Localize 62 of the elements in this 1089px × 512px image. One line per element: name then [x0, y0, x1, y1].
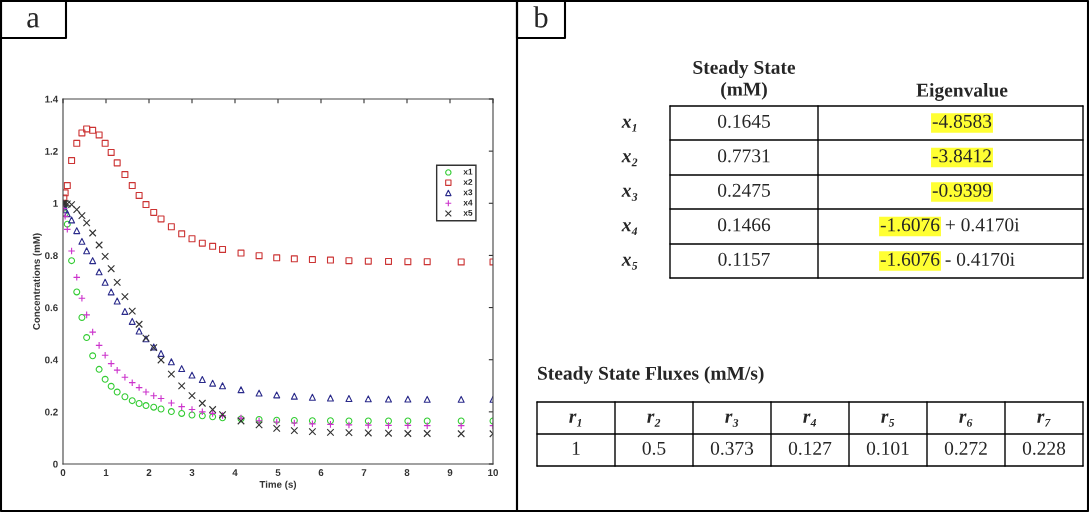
x-tick-label: 9 [447, 469, 453, 476]
y-tick-label: 0 [53, 460, 58, 468]
text: x₂ [621, 153, 638, 167]
text: 0.272 [944, 441, 987, 455]
x-tick-label: 6 [318, 469, 324, 476]
x-tick-label: 7 [361, 469, 367, 476]
x-axis-title: Time (s) [259, 480, 297, 490]
text: x₅ [621, 256, 638, 270]
text: 0.2475 [718, 183, 770, 197]
text: r₁ [569, 413, 582, 427]
y-axis-title: Concentrations (mM) [32, 233, 42, 330]
text: Eigenvalue [916, 83, 1008, 101]
text: Steady State (mM) [693, 60, 796, 100]
text: -4.8583 [932, 114, 992, 128]
text: -1.6076 [880, 218, 940, 232]
text: x₄ [621, 222, 638, 236]
text: r₃ [725, 413, 739, 427]
text: 0.1157 [718, 252, 770, 266]
text: - 0.4170i [945, 252, 1015, 266]
y-tick-label: 0.6 [45, 304, 58, 312]
text: 0.5 [642, 441, 666, 455]
text: 0.373 [710, 441, 754, 455]
x-tick-label: 1 [103, 469, 109, 476]
text: 0.1466 [718, 218, 771, 232]
text: r₄ [803, 413, 817, 427]
legend-label: x5 [463, 209, 473, 216]
text: 0.7731 [718, 149, 770, 163]
x-tick-label: 4 [232, 469, 238, 476]
legend-label: x4 [463, 199, 473, 206]
legend-label: x2 [463, 179, 473, 185]
text: x₃ [621, 187, 638, 201]
text: 1 [572, 441, 580, 455]
text: 0.228 [1022, 441, 1066, 455]
x-tick-label: 0 [60, 469, 66, 476]
chart-title: a [27, 13, 40, 28]
legend-label: x1 [463, 168, 473, 175]
text: r₇ [1037, 413, 1051, 427]
legend-label: x3 [463, 189, 473, 196]
text: x₁ [621, 118, 637, 132]
y-tick-label: 0.4 [45, 356, 59, 364]
text: 0.101 [866, 441, 909, 455]
x-tick-label: 10 [488, 469, 499, 476]
text: + 0.4170i [945, 218, 1020, 232]
x-tick-label: 3 [189, 469, 195, 477]
text: -0.9399 [932, 183, 992, 197]
text: 0.127 [788, 441, 832, 455]
text: 0.1645 [718, 114, 770, 128]
text: r₆ [959, 413, 973, 427]
y-tick-label: 0.8 [45, 252, 58, 260]
y-tick-label: 0.2 [45, 408, 58, 416]
y-tick-label: 1.2 [45, 147, 58, 155]
text: Steady State Fluxes (mM/s) [538, 366, 764, 384]
text: b [533, 6, 548, 28]
y-tick-label: 1.4 [45, 95, 59, 103]
text: -3.8412 [932, 149, 991, 163]
text: -1.6076 [880, 252, 940, 266]
x-tick-label: 5 [275, 469, 281, 476]
x-tick-label: 2 [146, 469, 152, 476]
y-tick-label: 1 [53, 200, 58, 207]
x-tick-label: 8 [404, 469, 410, 476]
text: r₂ [647, 413, 661, 427]
text: r₅ [881, 413, 895, 427]
